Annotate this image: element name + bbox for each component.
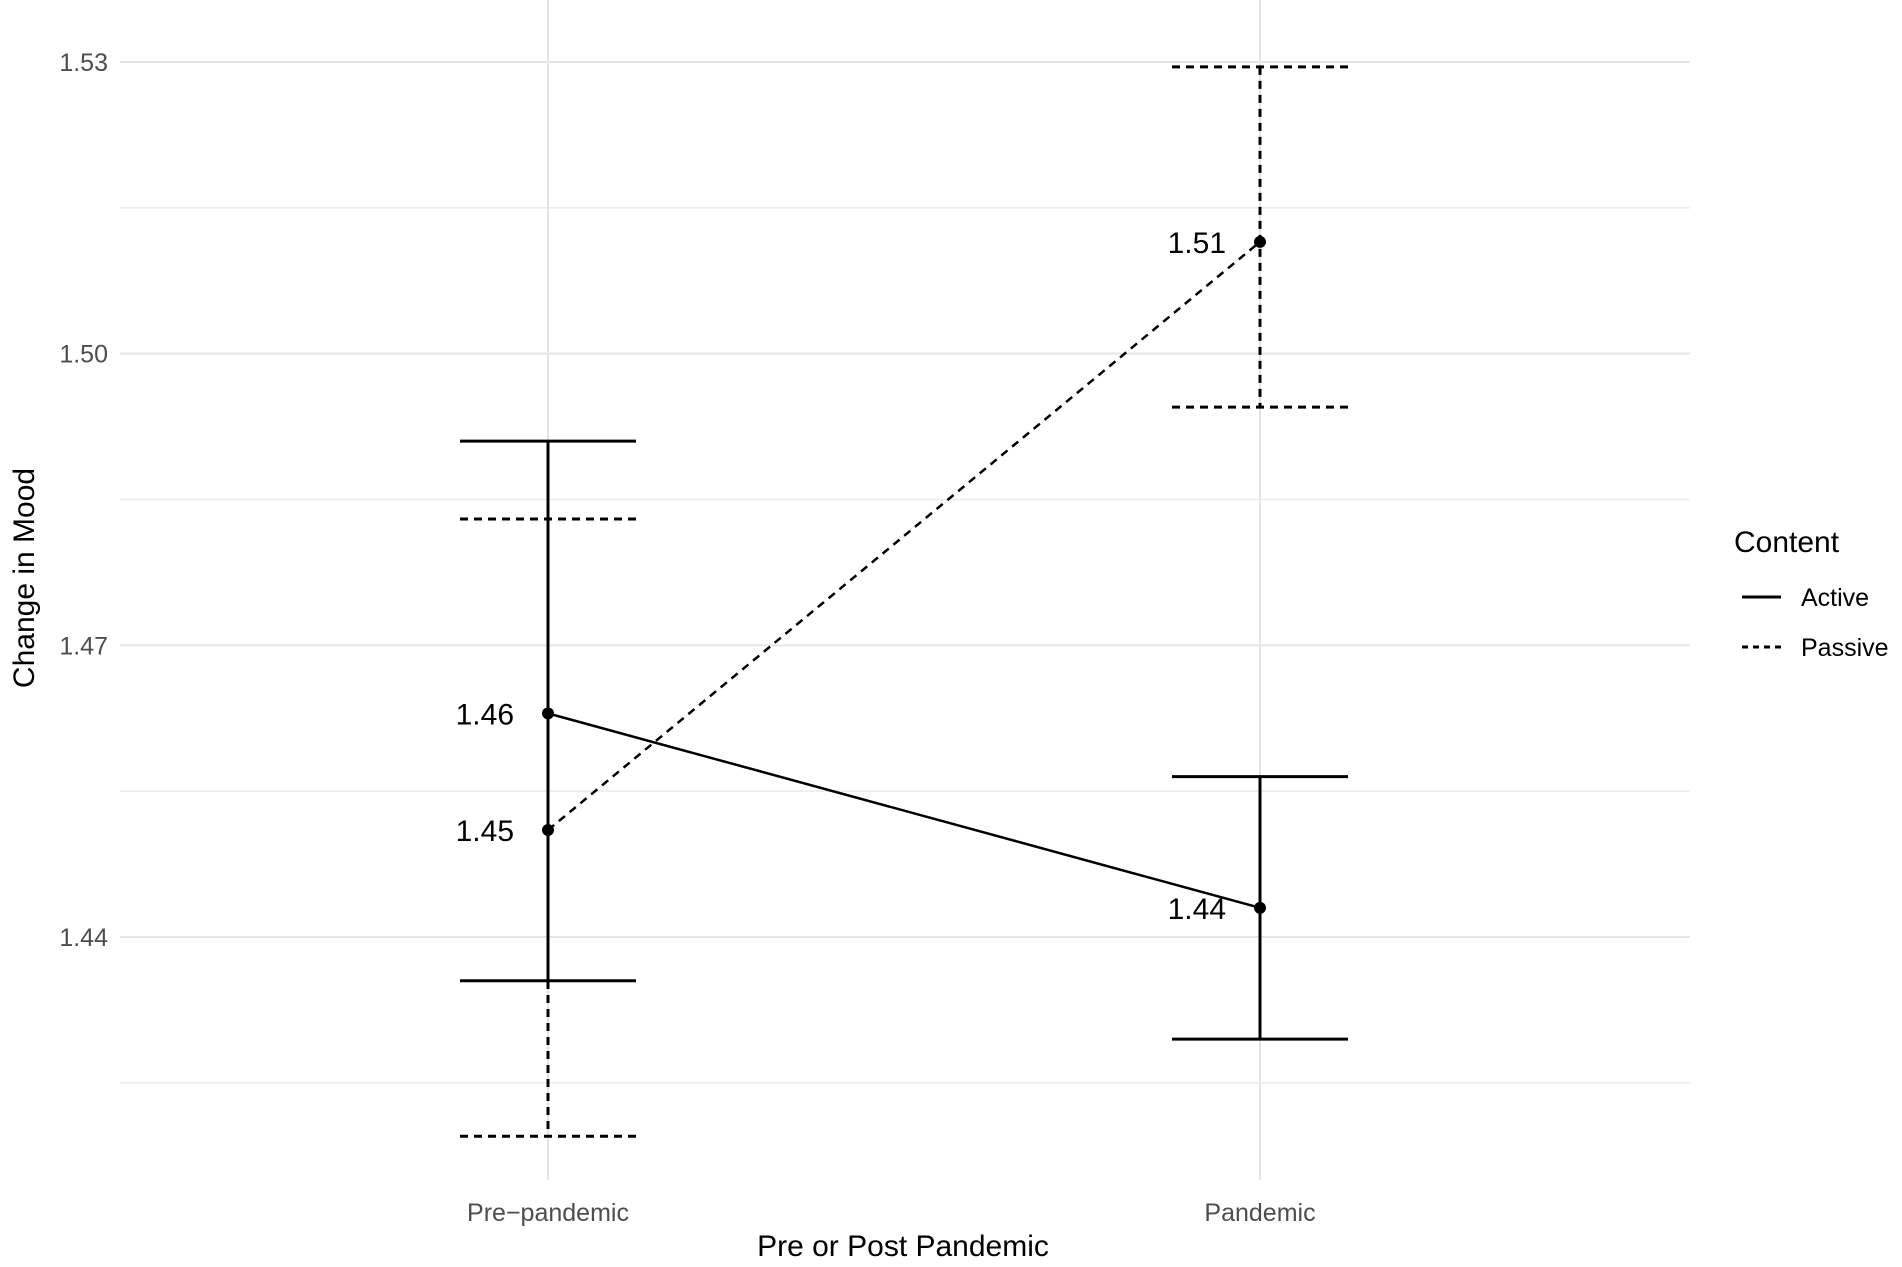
legend-label-passive: Passive — [1801, 634, 1889, 662]
y-tick-label: 1.47 — [59, 632, 108, 660]
data-point-passive — [1254, 235, 1266, 248]
legend: Content Active Passive — [1734, 526, 1889, 662]
data-point-passive — [542, 824, 554, 837]
series — [460, 65, 1348, 1138]
data-label-active: 1.46 — [456, 698, 514, 731]
y-axis-title: Change in Mood — [8, 468, 41, 688]
grid — [120, 0, 1690, 1180]
x-tick-label: Pandemic — [1204, 1199, 1315, 1227]
y-tick-label: 1.53 — [59, 49, 108, 77]
data-label-passive: 1.45 — [456, 815, 514, 848]
x-axis-title: Pre or Post Pandemic — [757, 1230, 1049, 1263]
data-label-active: 1.44 — [1168, 893, 1226, 926]
data-label-passive: 1.51 — [1168, 227, 1226, 260]
x-tick-label: Pre−pandemic — [467, 1199, 629, 1227]
y-tick-label: 1.44 — [59, 924, 108, 952]
data-point-active — [542, 707, 554, 720]
series-line-active — [547, 712, 1261, 910]
legend-label-active: Active — [1801, 584, 1869, 612]
legend-title: Content — [1734, 526, 1840, 559]
x-axis-ticks: Pre−pandemic Pandemic — [467, 1199, 1316, 1227]
y-tick-label: 1.50 — [59, 341, 108, 369]
data-point-active — [1254, 901, 1266, 914]
data-labels: 1.46 1.44 1.45 1.51 — [456, 227, 1226, 926]
y-axis-ticks: 1.44 1.47 1.50 1.53 — [59, 49, 108, 952]
